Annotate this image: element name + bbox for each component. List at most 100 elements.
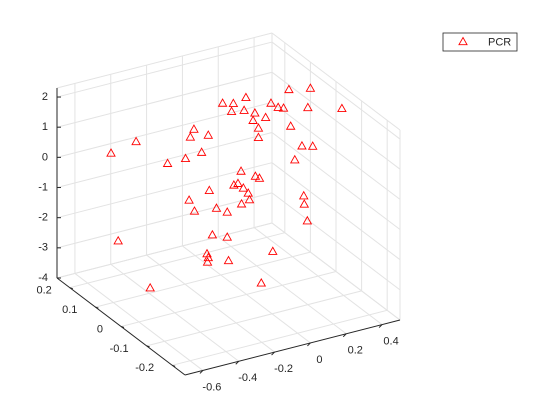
grid-line (271, 162, 401, 261)
data-point (145, 282, 156, 292)
data-point (223, 255, 234, 265)
data-point (278, 103, 289, 112)
legend-box (442, 32, 518, 52)
y-tick (172, 364, 176, 367)
data-point (238, 183, 249, 192)
data-point (204, 185, 215, 194)
grid-line (95, 251, 311, 308)
x-tick (378, 324, 383, 328)
x-tick (271, 351, 275, 356)
grid-line (271, 132, 401, 230)
data-point (266, 98, 276, 107)
z-tick-label: -3 (38, 242, 48, 254)
z-tick-label: -1 (38, 181, 48, 193)
x-tick-label: -0.6 (202, 381, 221, 393)
data-point (113, 235, 123, 245)
y-tick-label: 0 (97, 323, 103, 335)
y-tick (120, 326, 125, 328)
x-tick-label: 0 (316, 354, 322, 366)
data-point (196, 147, 207, 156)
data-point (250, 107, 260, 117)
data-point (284, 84, 294, 94)
data-point (302, 215, 313, 225)
data-point (185, 132, 196, 141)
data-point (217, 98, 228, 107)
grid-line (271, 192, 401, 291)
grid-line (56, 222, 273, 279)
data-point (248, 115, 258, 124)
x-tick (235, 360, 240, 365)
grid-line (56, 192, 273, 249)
data-point (273, 102, 283, 111)
data-point (222, 232, 233, 241)
data-point (289, 154, 300, 164)
data-point (305, 83, 316, 92)
data-point (189, 206, 200, 215)
data-point (239, 105, 249, 114)
data-point (229, 180, 239, 189)
x-axis (184, 319, 401, 376)
data-point (260, 112, 271, 122)
grid-line (146, 290, 362, 347)
z-tick-label: -2 (38, 212, 48, 224)
grid-line (69, 232, 285, 289)
legend-label: PCR (488, 36, 511, 48)
data-point (180, 153, 191, 163)
data-point (303, 102, 313, 112)
x-tick (199, 370, 204, 374)
legend-marker (458, 36, 468, 46)
z-tick-label: 1 (42, 121, 48, 133)
data-point (211, 203, 222, 212)
data-point (299, 199, 310, 208)
data-point (189, 124, 199, 133)
data-point (203, 252, 214, 262)
data-point (297, 140, 307, 150)
x-tick-label: 0.2 (348, 345, 363, 357)
data-point (162, 158, 173, 167)
x-tick-label: -0.2 (274, 363, 293, 375)
data-point (184, 195, 194, 204)
data-point (241, 92, 251, 102)
data-point (250, 171, 261, 180)
data-point (256, 277, 267, 287)
grid-line (172, 309, 388, 366)
data-point (131, 136, 141, 146)
data-point (236, 166, 246, 175)
grid-line (56, 132, 273, 189)
x-tick-label: -0.4 (238, 372, 257, 384)
data-point (254, 173, 265, 182)
data-point (253, 123, 264, 132)
grid-line (120, 271, 337, 327)
grid-line (271, 222, 401, 321)
x-tick (307, 342, 311, 347)
y-tick (146, 345, 150, 348)
data-point (228, 98, 239, 107)
grid-line (271, 101, 401, 200)
data-point (207, 229, 218, 239)
data-point (233, 178, 243, 187)
data-point (307, 141, 318, 150)
y-tick-label: -0.1 (110, 343, 129, 355)
grid-line (56, 162, 273, 219)
data-point (202, 248, 212, 258)
data-point (253, 132, 264, 141)
z-tick-label: 0 (42, 151, 48, 163)
grid-line (56, 41, 273, 98)
data-point (298, 190, 309, 200)
data-point (222, 207, 233, 216)
grid-line (56, 71, 273, 128)
data-point (244, 194, 255, 204)
z-tick-label: -4 (38, 272, 48, 284)
y-tick-label: 0.1 (62, 304, 77, 316)
data-point (203, 130, 214, 139)
grid-line (56, 101, 273, 158)
data-point (202, 257, 213, 266)
data-point (285, 121, 296, 130)
data-point (267, 246, 278, 255)
y-tick (95, 306, 99, 309)
y-tick-label: 0.2 (37, 285, 52, 297)
z-tick-label: 2 (42, 91, 48, 103)
data-point (236, 198, 247, 208)
x-tick-label: 0.4 (383, 335, 398, 347)
